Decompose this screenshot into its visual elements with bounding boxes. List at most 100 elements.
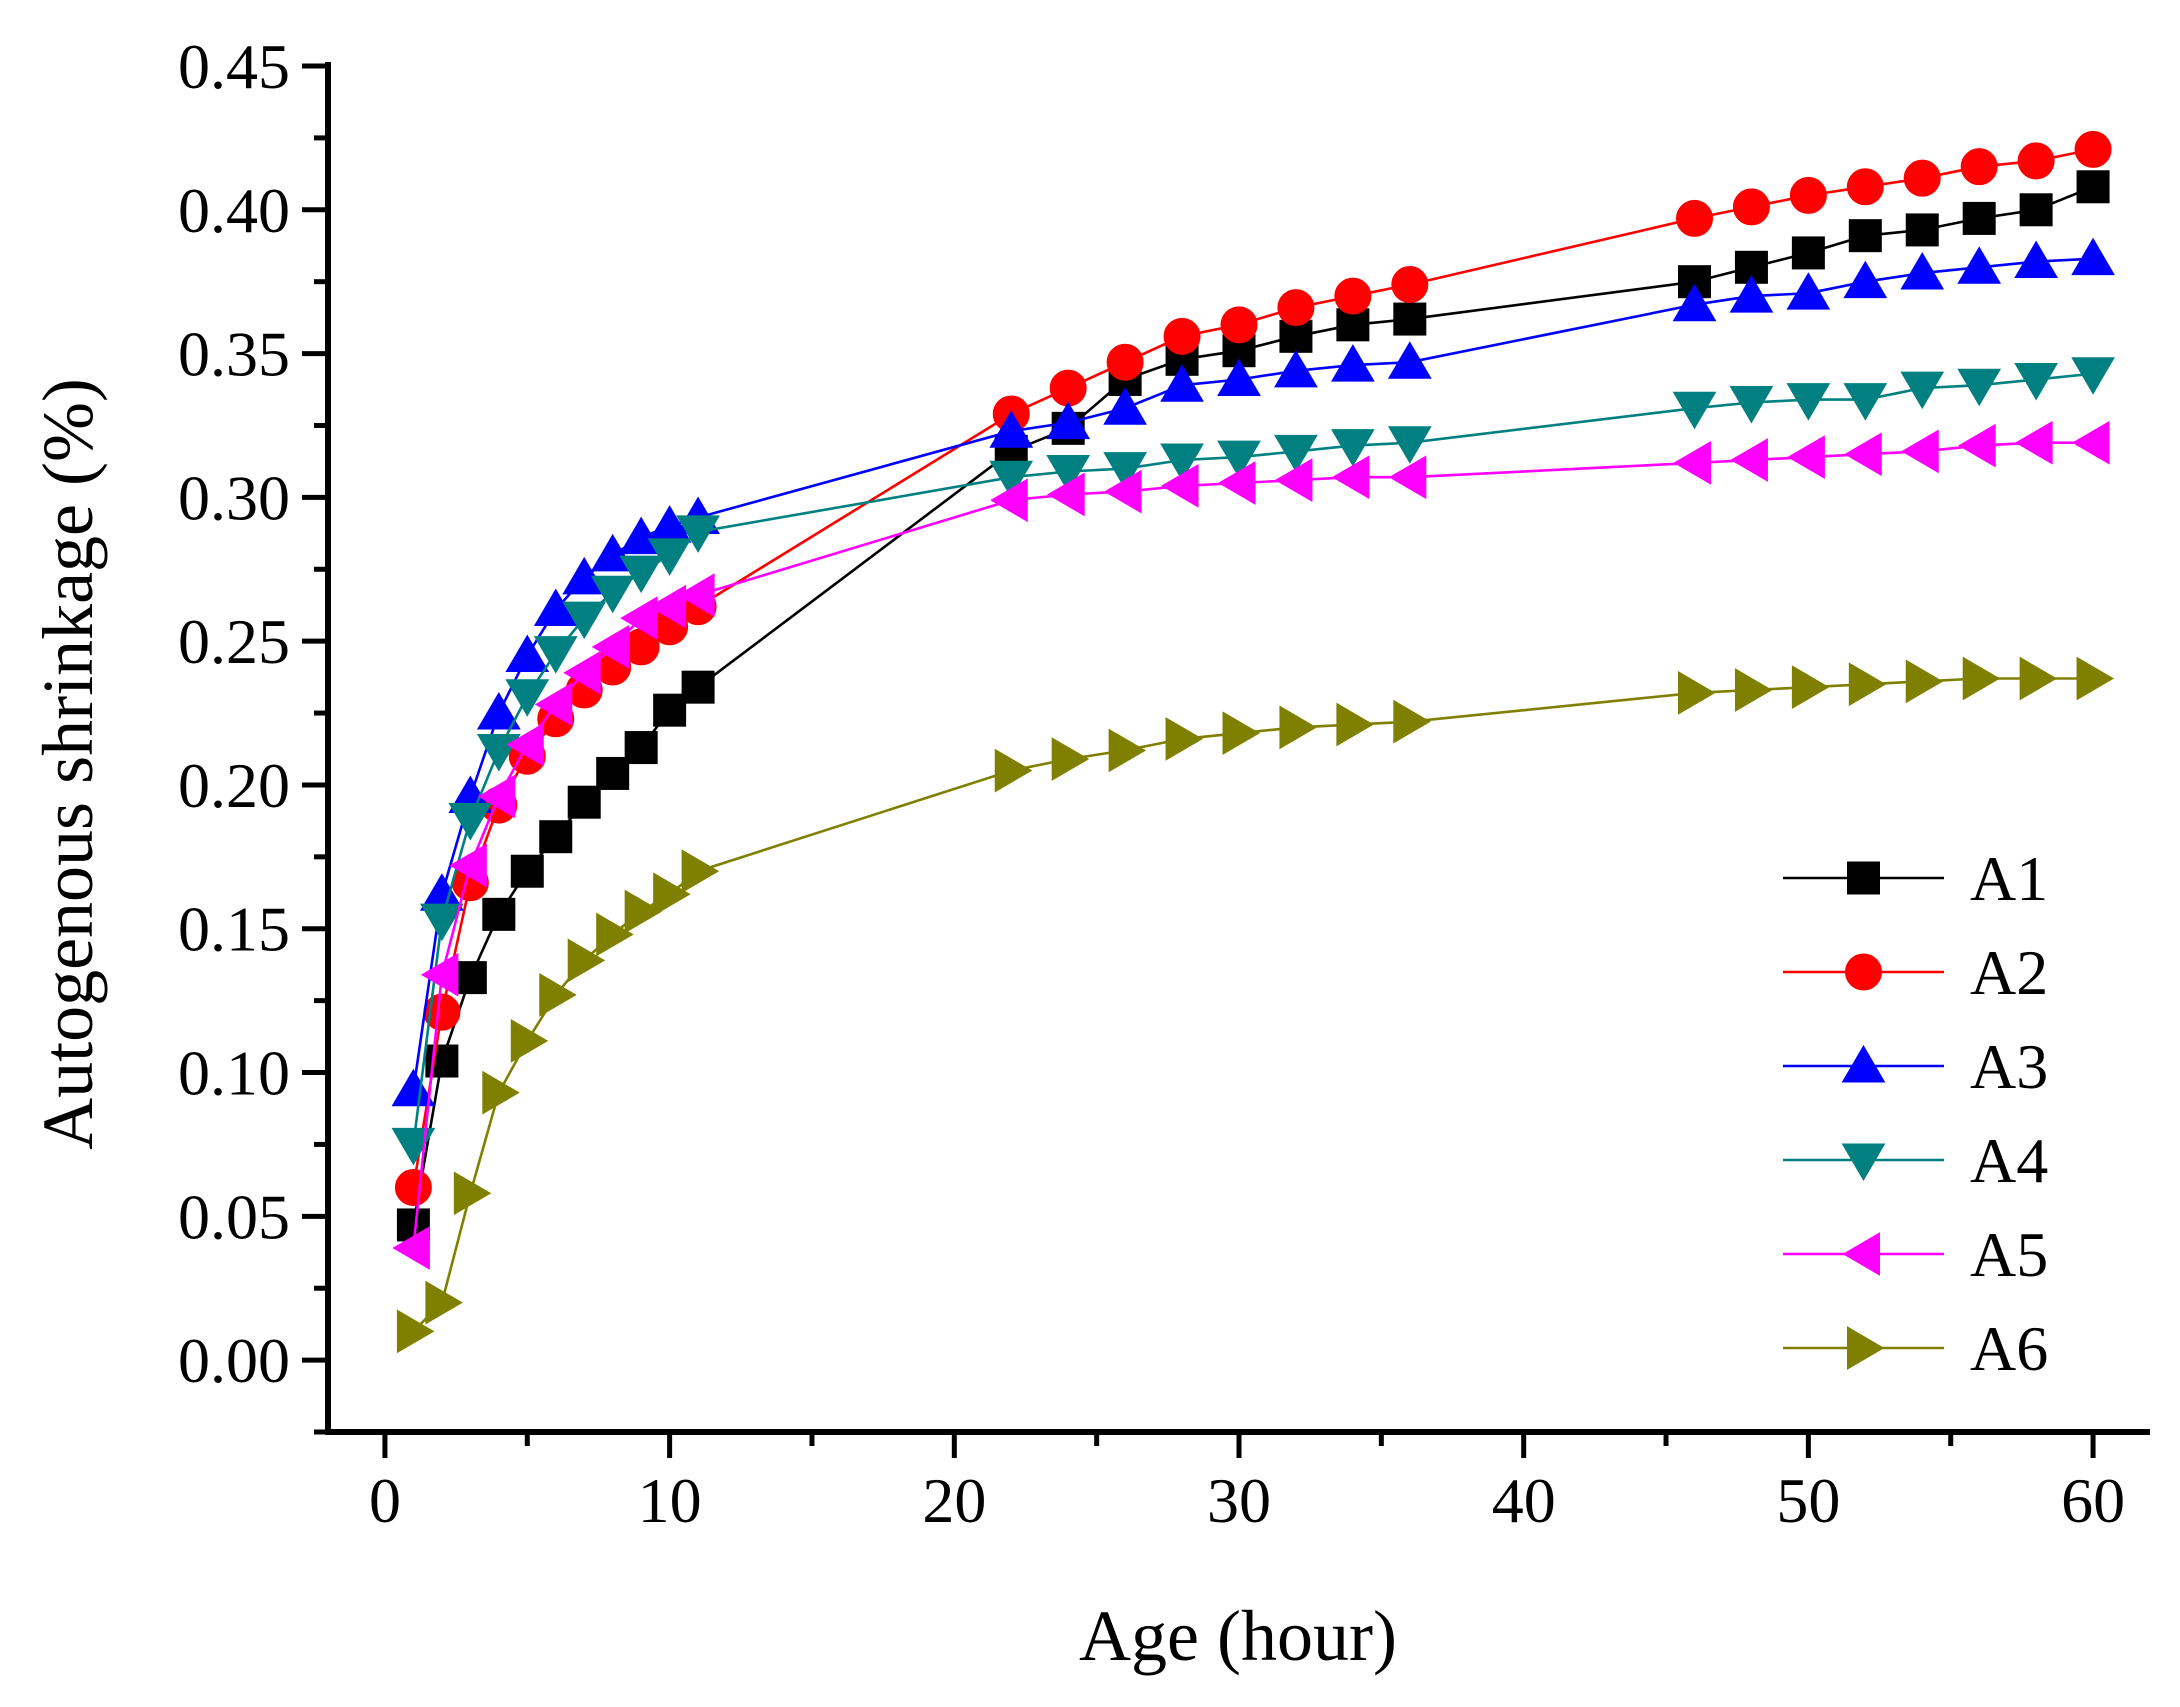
y-axis-title: Autogenous shrinkage (%) bbox=[28, 378, 108, 1150]
data-point-a3 bbox=[1786, 272, 1831, 310]
data-point-a6 bbox=[567, 938, 606, 983]
data-point-a5 bbox=[1274, 458, 1313, 502]
data-point-a1 bbox=[2076, 170, 2110, 204]
data-point-a3 bbox=[1843, 260, 1888, 299]
data-point-a6 bbox=[1222, 711, 1260, 756]
y-tick-label: 0.15 bbox=[178, 894, 290, 965]
legend-item-a4: A4 bbox=[1783, 1125, 2048, 1196]
data-point-a5 bbox=[1047, 472, 1085, 517]
data-point-a3 bbox=[1331, 344, 1375, 382]
data-point-a6 bbox=[624, 889, 663, 934]
data-point-a6 bbox=[1165, 717, 1204, 761]
x-tick-label: 10 bbox=[638, 1465, 702, 1536]
data-point-a4 bbox=[1046, 454, 1091, 493]
series-layer bbox=[391, 130, 2115, 1354]
data-point-a5 bbox=[1104, 469, 1142, 514]
data-point-a5 bbox=[506, 722, 544, 767]
data-point-a3 bbox=[1103, 387, 1147, 425]
data-point-a5 bbox=[392, 1226, 430, 1270]
data-point-a1 bbox=[1393, 302, 1427, 336]
data-point-a1 bbox=[510, 854, 544, 888]
legend-label-a3: A3 bbox=[1970, 1031, 2048, 1102]
data-point-a3 bbox=[1672, 283, 1717, 322]
data-point-a5 bbox=[1218, 461, 1256, 505]
series-line-a6 bbox=[412, 677, 2094, 1333]
data-point-a5 bbox=[591, 625, 630, 669]
data-point-a6 bbox=[482, 1070, 520, 1115]
data-point-a6 bbox=[994, 748, 1033, 793]
data-point-a2 bbox=[1903, 159, 1941, 197]
data-point-a4 bbox=[1957, 368, 2002, 407]
data-point-a4 bbox=[1672, 391, 1717, 430]
data-point-a5 bbox=[449, 843, 487, 888]
data-point-a4 bbox=[676, 515, 720, 553]
data-point-a4 bbox=[1729, 385, 1774, 424]
data-point-a2 bbox=[1391, 266, 1429, 304]
data-point-a4 bbox=[1786, 383, 1831, 421]
legend-item-a1: A1 bbox=[1783, 843, 2048, 914]
data-point-a6 bbox=[1848, 662, 1887, 707]
x-tick-label: 40 bbox=[1492, 1465, 1556, 1536]
data-point-a4 bbox=[1103, 452, 1147, 490]
data-point-a5 bbox=[2015, 420, 2053, 465]
data-point-a2 bbox=[1049, 369, 1087, 407]
data-point-a3 bbox=[1160, 364, 1204, 402]
data-point-a4 bbox=[2014, 362, 2058, 401]
data-point-a3 bbox=[1900, 252, 1945, 290]
data-point-a5 bbox=[1844, 432, 1882, 477]
data-point-a6 bbox=[1336, 702, 1374, 747]
data-point-a4 bbox=[1274, 434, 1318, 473]
y-tick-label: 0.30 bbox=[178, 462, 290, 533]
data-point-a6 bbox=[681, 849, 720, 894]
legend-item-a5: A5 bbox=[1783, 1219, 2048, 1290]
legend-label-a6: A6 bbox=[1970, 1313, 2048, 1384]
legend-label-a4: A4 bbox=[1970, 1125, 2048, 1196]
ticks: 0 10 20 30 40 50 60 0.00 0.05 0.10 0.15 0.20 0.25 0.3… bbox=[178, 31, 2125, 1536]
legend: A1 A2 A3 A4 A5 A6 bbox=[1783, 843, 2048, 1384]
data-point-a5 bbox=[648, 584, 687, 629]
data-point-a4 bbox=[989, 460, 1034, 499]
data-point-a2 bbox=[1846, 168, 1884, 206]
data-point-a6 bbox=[425, 1280, 463, 1325]
x-tick-label: 30 bbox=[1207, 1465, 1271, 1536]
x-tick-label: 60 bbox=[2061, 1465, 2125, 1536]
legend-marker-a6 bbox=[1847, 1326, 1885, 1370]
data-point-a1 bbox=[539, 820, 573, 854]
data-point-a6 bbox=[510, 1019, 549, 1063]
y-tick-label: 0.25 bbox=[178, 606, 290, 677]
data-point-a4 bbox=[1843, 383, 1888, 421]
data-point-a5 bbox=[1901, 429, 1939, 474]
data-point-a2 bbox=[1106, 343, 1144, 381]
data-point-a4 bbox=[647, 538, 692, 576]
data-point-a5 bbox=[1388, 455, 1427, 500]
data-point-a1 bbox=[482, 897, 516, 931]
data-point-a3 bbox=[1217, 358, 1261, 396]
data-point-a2 bbox=[1334, 277, 1372, 315]
data-point-a6 bbox=[453, 1171, 492, 1216]
data-point-a3 bbox=[989, 410, 1034, 448]
legend-marker-a1 bbox=[1847, 861, 1880, 895]
data-point-a6 bbox=[396, 1309, 435, 1354]
x-tick-label: 50 bbox=[1776, 1465, 1840, 1536]
y-tick-label: 0.40 bbox=[178, 175, 290, 246]
data-point-a1 bbox=[681, 670, 715, 704]
data-point-a2 bbox=[394, 1169, 432, 1207]
data-point-a1 bbox=[567, 785, 601, 819]
x-axis-title: Age (hour) bbox=[1079, 1596, 1397, 1676]
data-point-a3 bbox=[1729, 275, 1774, 313]
data-point-a2 bbox=[1960, 148, 1998, 186]
data-point-a3 bbox=[2071, 237, 2115, 276]
data-point-a1 bbox=[1791, 236, 1825, 270]
data-point-a6 bbox=[2076, 656, 2115, 701]
data-point-a4 bbox=[1160, 443, 1204, 481]
data-point-a4 bbox=[590, 575, 635, 614]
y-tick-label: 0.10 bbox=[178, 1038, 290, 1109]
legend-label-a2: A2 bbox=[1970, 937, 2048, 1008]
data-point-a5 bbox=[620, 596, 658, 641]
data-point-a1 bbox=[653, 693, 687, 727]
data-point-a5 bbox=[1958, 423, 1996, 468]
y-tick-label: 0.45 bbox=[178, 31, 290, 102]
data-point-a1 bbox=[1905, 213, 1939, 247]
y-tick-label: 0.00 bbox=[178, 1325, 290, 1396]
series-a5 bbox=[392, 420, 2110, 1270]
